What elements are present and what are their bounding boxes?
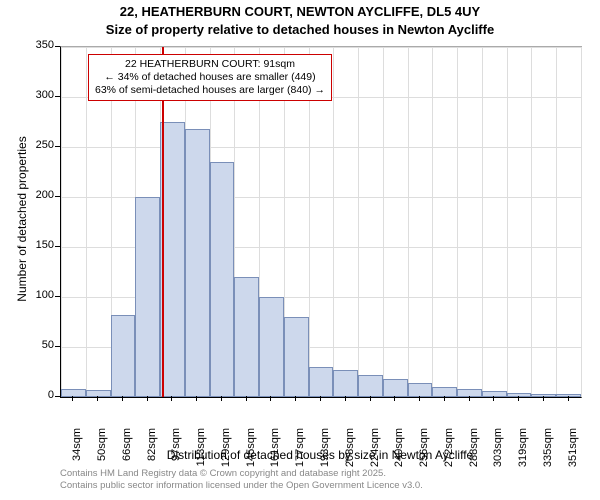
- histogram-bar: [432, 387, 457, 397]
- x-tick-mark: [246, 396, 247, 401]
- x-tick-label: 66sqm: [121, 428, 133, 478]
- y-tick-mark: [55, 346, 60, 347]
- histogram-bar: [111, 315, 136, 397]
- x-tick-label: 145sqm: [245, 428, 257, 478]
- x-tick-mark: [295, 396, 296, 401]
- gridline-vertical: [333, 47, 334, 397]
- x-tick-label: 193sqm: [319, 428, 331, 478]
- gridline-vertical: [432, 47, 433, 397]
- x-tick-mark: [97, 396, 98, 401]
- y-tick-mark: [55, 46, 60, 47]
- y-tick-label: 250: [22, 139, 54, 151]
- histogram-bar: [135, 197, 160, 397]
- x-tick-mark: [147, 396, 148, 401]
- x-tick-label: 224sqm: [369, 428, 381, 478]
- y-tick-label: 200: [22, 189, 54, 201]
- histogram-bar: [259, 297, 284, 397]
- x-tick-mark: [221, 396, 222, 401]
- gridline-vertical: [556, 47, 557, 397]
- x-tick-label: 272sqm: [443, 428, 455, 478]
- x-tick-mark: [196, 396, 197, 401]
- x-tick-mark: [518, 396, 519, 401]
- histogram-bar: [358, 375, 383, 397]
- x-tick-label: 50sqm: [96, 428, 108, 478]
- histogram-bar: [383, 379, 408, 397]
- y-tick-mark: [55, 246, 60, 247]
- gridline-vertical: [531, 47, 532, 397]
- gridline-vertical: [383, 47, 384, 397]
- x-tick-mark: [72, 396, 73, 401]
- x-tick-mark: [394, 396, 395, 401]
- histogram-bar: [210, 162, 235, 397]
- x-tick-mark: [171, 396, 172, 401]
- gridline-vertical: [358, 47, 359, 397]
- y-tick-label: 150: [22, 239, 54, 251]
- x-tick-mark: [270, 396, 271, 401]
- x-tick-label: 303sqm: [492, 428, 504, 478]
- x-tick-label: 82sqm: [146, 428, 158, 478]
- x-tick-mark: [568, 396, 569, 401]
- chart-container: 22, HEATHERBURN COURT, NEWTON AYCLIFFE, …: [0, 0, 600, 500]
- histogram-bar: [61, 389, 86, 397]
- gridline-vertical: [408, 47, 409, 397]
- y-tick-label: 50: [22, 339, 54, 351]
- x-tick-mark: [543, 396, 544, 401]
- gridline-vertical: [457, 47, 458, 397]
- x-tick-label: 319sqm: [517, 428, 529, 478]
- annotation-line3: 63% of semi-detached houses are larger (…: [95, 84, 325, 97]
- annotation-line2: ← 34% of detached houses are smaller (44…: [95, 71, 325, 84]
- x-tick-label: 208sqm: [344, 428, 356, 478]
- x-tick-mark: [469, 396, 470, 401]
- annotation-box: 22 HEATHERBURN COURT: 91sqm← 34% of deta…: [88, 54, 332, 101]
- x-tick-label: 177sqm: [294, 428, 306, 478]
- histogram-bar: [234, 277, 259, 397]
- histogram-bar: [408, 383, 433, 397]
- x-tick-label: 161sqm: [269, 428, 281, 478]
- histogram-bar: [309, 367, 334, 397]
- chart-title-line2: Size of property relative to detached ho…: [0, 22, 600, 37]
- x-tick-mark: [320, 396, 321, 401]
- histogram-bar: [333, 370, 358, 397]
- x-tick-label: 351sqm: [567, 428, 579, 478]
- annotation-line1: 22 HEATHERBURN COURT: 91sqm: [95, 58, 325, 71]
- y-tick-mark: [55, 296, 60, 297]
- gridline-horizontal: [61, 147, 581, 148]
- x-tick-label: 240sqm: [393, 428, 405, 478]
- x-tick-label: 256sqm: [418, 428, 430, 478]
- x-tick-label: 97sqm: [170, 428, 182, 478]
- gridline-vertical: [86, 47, 87, 397]
- histogram-bar: [160, 122, 185, 397]
- chart-title-line1: 22, HEATHERBURN COURT, NEWTON AYCLIFFE, …: [0, 4, 600, 19]
- y-tick-label: 0: [22, 389, 54, 401]
- y-tick-mark: [55, 96, 60, 97]
- gridline-vertical: [61, 47, 62, 397]
- gridline-vertical: [482, 47, 483, 397]
- x-tick-label: 288sqm: [468, 428, 480, 478]
- x-tick-label: 335sqm: [542, 428, 554, 478]
- y-tick-mark: [55, 396, 60, 397]
- histogram-bar: [185, 129, 210, 397]
- x-tick-mark: [419, 396, 420, 401]
- x-tick-mark: [370, 396, 371, 401]
- gridline-vertical: [581, 47, 582, 397]
- y-tick-label: 100: [22, 289, 54, 301]
- y-tick-mark: [55, 146, 60, 147]
- y-tick-label: 350: [22, 39, 54, 51]
- x-tick-mark: [444, 396, 445, 401]
- footer-line2: Contains public sector information licen…: [60, 480, 423, 492]
- gridline-vertical: [507, 47, 508, 397]
- x-tick-label: 113sqm: [195, 428, 207, 478]
- x-tick-mark: [345, 396, 346, 401]
- y-tick-label: 300: [22, 89, 54, 101]
- histogram-bar: [531, 394, 556, 397]
- x-tick-mark: [122, 396, 123, 401]
- y-tick-mark: [55, 196, 60, 197]
- gridline-horizontal: [61, 47, 581, 48]
- x-tick-label: 129sqm: [220, 428, 232, 478]
- x-tick-mark: [493, 396, 494, 401]
- histogram-bar: [457, 389, 482, 397]
- histogram-bar: [556, 394, 581, 397]
- histogram-bar: [284, 317, 309, 397]
- x-tick-label: 34sqm: [71, 428, 83, 478]
